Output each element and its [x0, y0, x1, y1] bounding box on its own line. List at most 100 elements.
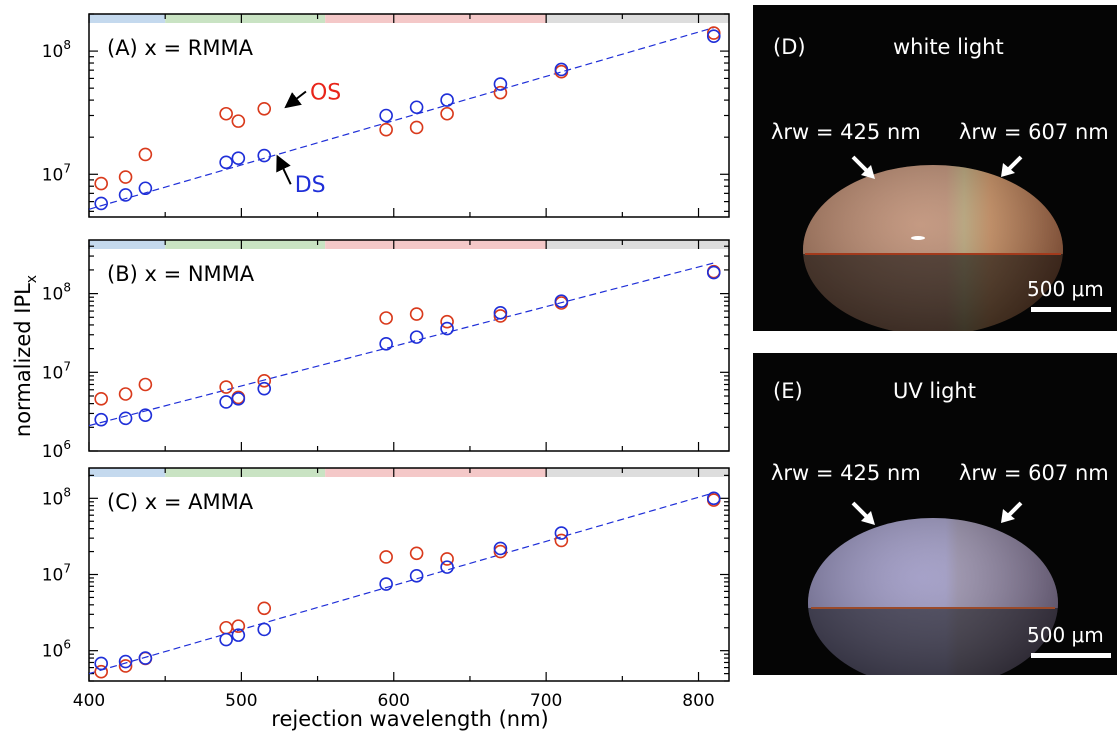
- ds-data-point: [409, 100, 424, 115]
- panel-label: (C) x = AMMA: [107, 490, 254, 514]
- scale-bar: [1031, 653, 1111, 658]
- ds-data-point: [554, 526, 569, 540]
- scale-bar-label: 500 μm: [1027, 623, 1104, 647]
- y-tick-label: 107: [42, 562, 71, 586]
- fit-line: [88, 27, 714, 210]
- panel-label: (A) x = RMMA: [107, 36, 254, 60]
- ds-data-point: [219, 155, 233, 170]
- scale-bar-label: 500 μm: [1027, 277, 1104, 301]
- os-data-point: [94, 176, 108, 191]
- annotation-arrow: [276, 154, 292, 185]
- wavelength-band: [546, 240, 729, 249]
- photo-title: UV light: [893, 379, 976, 403]
- photo-white-light: (D) white light λrw = 425 nm λrw = 607 n…: [753, 5, 1117, 331]
- right-wavelength-label: λrw = 607 nm: [959, 461, 1109, 485]
- panel-label: (B) x = NMMA: [107, 262, 255, 286]
- ds-data-point: [493, 77, 508, 91]
- os-data-point: [118, 659, 133, 673]
- os-data-point: [219, 620, 233, 635]
- wavelength-band: [89, 240, 166, 249]
- wavelength-band: [89, 468, 166, 477]
- os-data-point: [219, 380, 233, 394]
- y-axis-title: normalized IPLx: [11, 275, 40, 437]
- ds-data-point: [554, 62, 569, 77]
- ds-data-point: [118, 188, 133, 202]
- chart-panel: 106 107 108 (B) x = NMMA: [42, 239, 730, 462]
- photo-title: white light: [893, 35, 1004, 59]
- y-tick-label: 108: [42, 281, 71, 305]
- right-wavelength-label: λrw = 607 nm: [959, 120, 1109, 144]
- wavelength-band: [325, 468, 547, 477]
- os-data-point: [554, 533, 569, 548]
- ds-data-point: [409, 330, 424, 344]
- ds-data-point: [379, 337, 393, 351]
- ds-data-point: [706, 491, 721, 506]
- x-tick-label: 400: [73, 691, 105, 711]
- scale-bar: [1031, 307, 1111, 312]
- x-tick-label: 600: [378, 691, 410, 711]
- ds-data-point: [94, 412, 108, 427]
- ds-data-point: [94, 196, 108, 211]
- fit-line: [88, 492, 714, 675]
- y-tick-label: 106: [42, 438, 71, 462]
- ds-data-point: [379, 108, 393, 123]
- os-data-point: [231, 114, 246, 128]
- x-tick-label: 800: [682, 691, 714, 711]
- wavelength-band: [165, 14, 326, 23]
- ds-data-point: [706, 265, 721, 280]
- chart-panel: 107 108 (A) x = RMMA OS DS: [42, 13, 730, 218]
- ds-data-point: [379, 577, 393, 591]
- os-data-point: [138, 377, 153, 392]
- os-data-point: [257, 102, 272, 116]
- wavelength-band: [325, 240, 547, 249]
- os-data-point: [409, 546, 424, 561]
- ds-data-point: [493, 541, 508, 556]
- ds-data-point: [554, 294, 569, 309]
- ds-data-point: [257, 381, 272, 396]
- chart-panel: 400 500 600 700 800 106 107 108 (C) x = AMMA: [42, 467, 730, 711]
- os-data-point: [379, 122, 393, 137]
- droplet-image-white: [793, 155, 1083, 331]
- ds-data-point: [138, 181, 153, 196]
- panel-label: (D): [773, 35, 806, 59]
- y-tick-label: 107: [42, 359, 71, 383]
- os-data-point: [257, 601, 272, 616]
- wavelength-band: [546, 468, 729, 477]
- os-data-point: [440, 106, 454, 121]
- annotation-label: OS: [310, 80, 341, 105]
- annotation-arrow: [284, 90, 307, 109]
- droplet-image-uv: [793, 501, 1083, 675]
- ds-data-point: [257, 148, 272, 163]
- wavelength-band: [165, 468, 326, 477]
- y-tick-label: 107: [42, 161, 71, 185]
- os-data-point: [379, 550, 393, 564]
- y-tick-label: 106: [42, 638, 71, 662]
- wavelength-band: [165, 240, 326, 249]
- os-data-point: [118, 387, 133, 401]
- os-data-point: [138, 147, 153, 162]
- os-data-point: [409, 120, 424, 135]
- ds-data-point: [219, 395, 233, 409]
- ds-data-point: [440, 321, 454, 336]
- plot-frame: [88, 239, 730, 452]
- left-wavelength-label: λrw = 425 nm: [771, 461, 921, 485]
- os-data-point: [231, 619, 246, 633]
- ds-data-point: [257, 622, 272, 637]
- left-wavelength-label: λrw = 425 nm: [771, 120, 921, 144]
- ds-data-point: [706, 29, 721, 44]
- os-data-point: [409, 307, 424, 321]
- os-data-point: [118, 170, 133, 184]
- ds-data-point: [94, 656, 108, 671]
- wavelength-band: [89, 14, 166, 23]
- ds-data-point: [231, 392, 246, 406]
- x-tick-label: 700: [530, 691, 562, 711]
- annotation-label: DS: [295, 173, 326, 198]
- ds-data-point: [118, 411, 133, 426]
- os-data-point: [493, 85, 508, 100]
- ds-data-point: [138, 651, 153, 665]
- y-tick-label: 108: [42, 38, 71, 62]
- ds-data-point: [440, 560, 454, 574]
- os-data-point: [440, 314, 454, 329]
- panel-label: (E): [773, 379, 803, 403]
